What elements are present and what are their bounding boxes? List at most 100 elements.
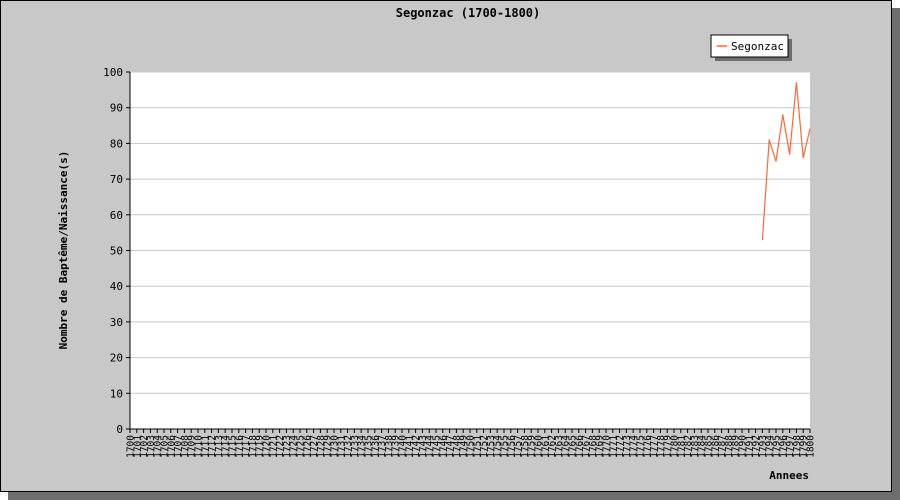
x-tick-label: 1742 xyxy=(411,435,422,458)
x-tick-label: 1702 xyxy=(139,435,150,458)
x-tick-label: 1726 xyxy=(302,435,313,458)
data-point xyxy=(768,139,770,141)
data-point xyxy=(789,153,791,155)
x-tick-label: 1741 xyxy=(404,435,415,458)
x-tick-label: 1730 xyxy=(330,435,341,458)
x-tick-label: 1783 xyxy=(690,435,701,458)
x-tick-label: 1769 xyxy=(595,435,606,458)
chart-title: Segonzac (1700-1800) xyxy=(396,6,541,20)
x-tick-label: 1716 xyxy=(234,435,245,458)
x-tick-label: 1710 xyxy=(194,435,205,458)
x-tick-label: 1725 xyxy=(296,435,307,458)
x-tick-label: 1705 xyxy=(160,435,171,458)
x-tick-label: 1738 xyxy=(384,435,395,458)
x-tick-label: 1766 xyxy=(574,435,585,458)
x-tick-label: 1785 xyxy=(704,435,715,458)
x-tick-label: 1703 xyxy=(146,435,157,458)
gridlines xyxy=(130,71,810,394)
x-tick-label: 1732 xyxy=(343,435,354,458)
data-point xyxy=(795,82,798,84)
series-line xyxy=(761,82,811,240)
data-point xyxy=(782,114,784,116)
x-tick-label: 1797 xyxy=(785,435,796,458)
x-tick-label: 1768 xyxy=(588,435,599,458)
x-tick-label: 1761 xyxy=(540,435,551,458)
y-tick-label: 30 xyxy=(110,316,123,329)
x-tick-label: 1798 xyxy=(792,435,803,458)
x-tick-label: 1706 xyxy=(166,435,177,458)
x-tick-label: 1765 xyxy=(568,435,579,458)
x-tick-label: 1714 xyxy=(221,435,232,458)
x-tick-label: 1791 xyxy=(744,435,755,458)
x-tick-label: 1722 xyxy=(275,435,286,458)
x-tick-label: 1719 xyxy=(255,435,266,458)
x-tick-label: 1759 xyxy=(527,435,538,458)
x-tick-label: 1724 xyxy=(289,435,300,458)
y-tick-label: 100 xyxy=(103,66,123,79)
x-tick-label: 1720 xyxy=(262,435,273,458)
x-tick-label: 1770 xyxy=(602,435,613,458)
x-tick-label: 1709 xyxy=(187,435,198,458)
x-tick-label: 1780 xyxy=(670,435,681,458)
x-tick-label: 1799 xyxy=(799,435,810,458)
x-tick-label: 1746 xyxy=(438,435,449,458)
x-tick-label: 1792 xyxy=(751,435,762,458)
x-tick-label: 1747 xyxy=(445,435,456,458)
x-tick-label: 1701 xyxy=(132,435,143,458)
x-tick-label: 1771 xyxy=(608,435,619,458)
x-tick-label: 1800 xyxy=(806,435,817,458)
data-point xyxy=(775,160,777,162)
y-tick-label: 60 xyxy=(110,209,123,222)
x-tick-label: 1757 xyxy=(513,435,524,458)
x-tick-label: 1743 xyxy=(418,435,429,458)
x-tick-label: 1727 xyxy=(309,435,320,458)
x-tick-label: 1711 xyxy=(200,435,211,458)
x-tick-label: 1728 xyxy=(316,435,327,458)
y-tick-label: 80 xyxy=(110,137,123,150)
x-tick-label: 1729 xyxy=(323,435,334,458)
x-tick-label: 1715 xyxy=(228,435,239,458)
x-axis-label: Annees xyxy=(769,469,809,482)
x-tick-label: 1700 xyxy=(126,435,137,458)
x-axis-ticks: 1700170117021703170417051706170717081709… xyxy=(126,429,817,458)
x-tick-label: 1774 xyxy=(629,435,640,458)
x-tick-label: 1794 xyxy=(765,435,776,458)
x-tick-label: 1790 xyxy=(738,435,749,458)
x-tick-label: 1712 xyxy=(207,435,218,458)
x-tick-label: 1787 xyxy=(717,435,728,458)
data-point xyxy=(761,239,764,241)
x-tick-label: 1750 xyxy=(466,435,477,458)
x-tick-label: 1752 xyxy=(479,435,490,458)
y-tick-label: 50 xyxy=(110,245,123,258)
x-tick-label: 1753 xyxy=(486,435,497,458)
x-tick-label: 1713 xyxy=(214,435,225,458)
x-tick-label: 1767 xyxy=(581,435,592,458)
y-tick-label: 0 xyxy=(116,423,123,436)
x-tick-label: 1748 xyxy=(452,435,463,458)
x-tick-label: 1763 xyxy=(554,435,565,458)
x-tick-label: 1745 xyxy=(432,435,443,458)
y-tick-label: 40 xyxy=(110,280,123,293)
x-tick-label: 1739 xyxy=(391,435,402,458)
x-tick-label: 1772 xyxy=(615,435,626,458)
x-tick-label: 1779 xyxy=(663,435,674,458)
x-tick-label: 1784 xyxy=(697,435,708,458)
legend-label: Segonzac xyxy=(731,40,784,53)
x-tick-label: 1721 xyxy=(268,435,279,458)
x-tick-label: 1760 xyxy=(534,435,545,458)
x-tick-label: 1717 xyxy=(241,435,252,458)
x-tick-label: 1782 xyxy=(683,435,694,458)
x-tick-label: 1795 xyxy=(772,435,783,458)
x-tick-label: 1733 xyxy=(350,435,361,458)
y-tick-label: 10 xyxy=(110,387,123,400)
data-point xyxy=(802,157,804,159)
x-tick-label: 1731 xyxy=(336,435,347,458)
x-tick-label: 1788 xyxy=(724,435,735,458)
legend-box xyxy=(710,34,789,58)
y-tick-label: 90 xyxy=(110,102,123,115)
x-tick-label: 1786 xyxy=(710,435,721,458)
x-tick-label: 1781 xyxy=(676,435,687,458)
x-tick-label: 1736 xyxy=(370,435,381,458)
x-tick-label: 1749 xyxy=(459,435,470,458)
